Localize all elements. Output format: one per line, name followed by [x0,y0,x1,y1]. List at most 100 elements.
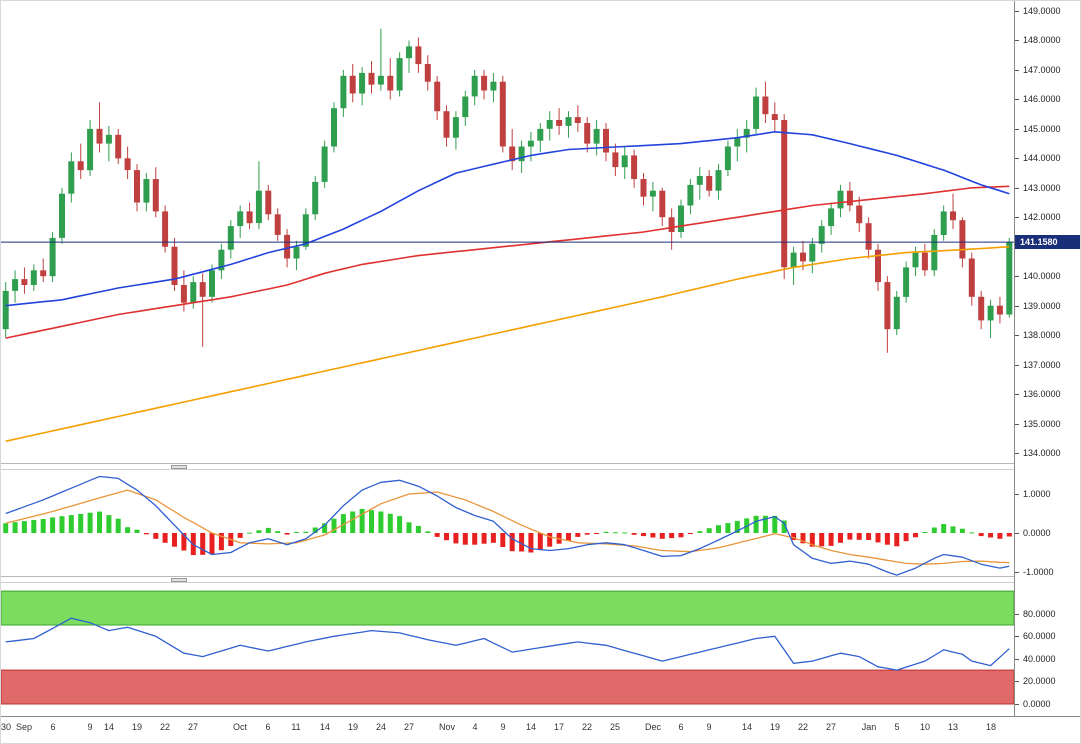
overbought-band [1,590,1014,626]
candle-body [227,226,234,250]
macd-histogram-bar [331,518,337,533]
macd-histogram-bar [106,515,112,533]
macd-histogram-bar [856,533,862,540]
x-tick-label: 13 [947,722,958,732]
candle-body [509,146,516,162]
x-tick-label: 11 [291,722,301,732]
macd-histogram-bar [697,531,703,533]
macd-histogram-bar [716,525,721,533]
x-tick-label: Oct [232,722,247,732]
macd-histogram-bar [931,527,937,533]
candle-body [565,117,572,126]
candle-body [359,72,366,94]
candle-body [640,179,647,197]
macd-histogram-bar [218,533,224,551]
macd-histogram-bar [828,533,834,546]
candle-body [331,108,337,147]
candle-body [978,296,985,321]
candle-body [959,220,966,259]
candle-body [499,81,506,147]
candle-body [377,75,384,85]
candle-body [940,211,947,235]
x-tick-label: 6 [265,722,271,732]
time-axis[interactable]: 30 Sep 6 9 14 19 22 27 Oct 6 11 14 19 24 27 Nov 4 9 14 17 22… [1,716,1080,743]
y-tick-mark [1015,533,1019,534]
macd-histogram-bar [791,533,797,540]
candle-body [321,146,328,182]
candle-body [143,179,150,203]
candle-body [171,246,178,285]
y-tick-mark [1015,704,1019,705]
y-tick-label: 145.0000 [1023,124,1061,134]
macd-histogram-bar [725,523,731,533]
macd-histogram-bar [941,524,947,533]
panel-splitter-upper[interactable] [1,463,1080,470]
x-tick-label: 27 [403,722,414,732]
macd-histogram-bar [659,533,665,539]
splitter-grip-icon[interactable] [171,465,187,469]
x-tick-label: Dec [644,722,661,732]
x-tick-label: 6 [678,722,684,732]
macd-histogram-bar [678,533,684,538]
x-tick-label: 19 [131,722,142,732]
x-tick-label: 14 [103,722,114,732]
x-tick-label: 19 [769,722,780,732]
candle-body [424,64,431,82]
candle-body [537,128,544,141]
candle-body [349,75,356,94]
y-tick-mark [1015,681,1019,682]
splitter-grip-icon[interactable] [171,578,187,582]
x-tick-label: 9 [500,722,506,732]
macd-panel[interactable] [1,470,1014,576]
macd-histogram-bar [547,533,553,547]
macd-histogram-bar [472,533,478,545]
macd-histogram-bar [256,530,262,533]
macd-histogram-bar [1006,533,1012,537]
candle-body [912,252,919,268]
macd-histogram-bar [884,533,890,545]
macd-histogram-bar [622,532,628,534]
candle-body [809,243,816,262]
macd-histogram-bar [584,533,590,535]
macd-histogram-bar [340,514,346,533]
y-tick-mark [1015,572,1019,573]
candle-body [678,205,684,232]
candle-body [209,270,215,297]
x-tick-label: 10 [919,722,930,732]
macd-histogram-bar [528,533,534,553]
macd-histogram-bar [125,527,131,533]
candle-body [87,128,94,171]
macd-histogram-bar [415,525,421,533]
macd-histogram-bar [650,533,656,538]
macd-main-line [5,475,1010,576]
macd-histogram-bar [303,531,309,533]
candles-group [2,28,1013,353]
y-tick-label: 142.0000 [1023,212,1061,222]
candle-body [21,279,28,285]
candle-body [518,146,525,162]
candle-body [387,75,394,91]
price-axis[interactable]: 141.1580 149.0000 148.0000 147.0000 146.000… [1014,1,1080,716]
candle-body [302,214,309,247]
macd-histogram-bar [143,533,149,535]
panel-splitter-lower[interactable] [1,576,1080,583]
y-tick-label: 0.0000 [1023,528,1051,538]
x-tick-label: 17 [553,722,564,732]
rsi-panel[interactable] [1,583,1014,716]
oversold-band [1,669,1014,705]
y-tick-label: 60.0000 [1023,631,1056,641]
macd-histogram-bar [87,512,93,533]
x-tick-label: 18 [985,722,996,732]
macd-histogram-bar [134,529,140,533]
macd-histogram-bar [369,510,374,533]
price-panel[interactable] [1,1,1014,463]
macd-histogram-bar [950,526,956,533]
y-tick-mark [1015,40,1019,41]
candle-body [668,217,675,232]
candle-body [621,155,628,168]
macd-histogram-bar [247,532,253,534]
candle-body [781,120,788,268]
candle-body [49,237,56,277]
macd-histogram-bar [669,533,675,539]
x-tick-label: 24 [375,722,386,732]
